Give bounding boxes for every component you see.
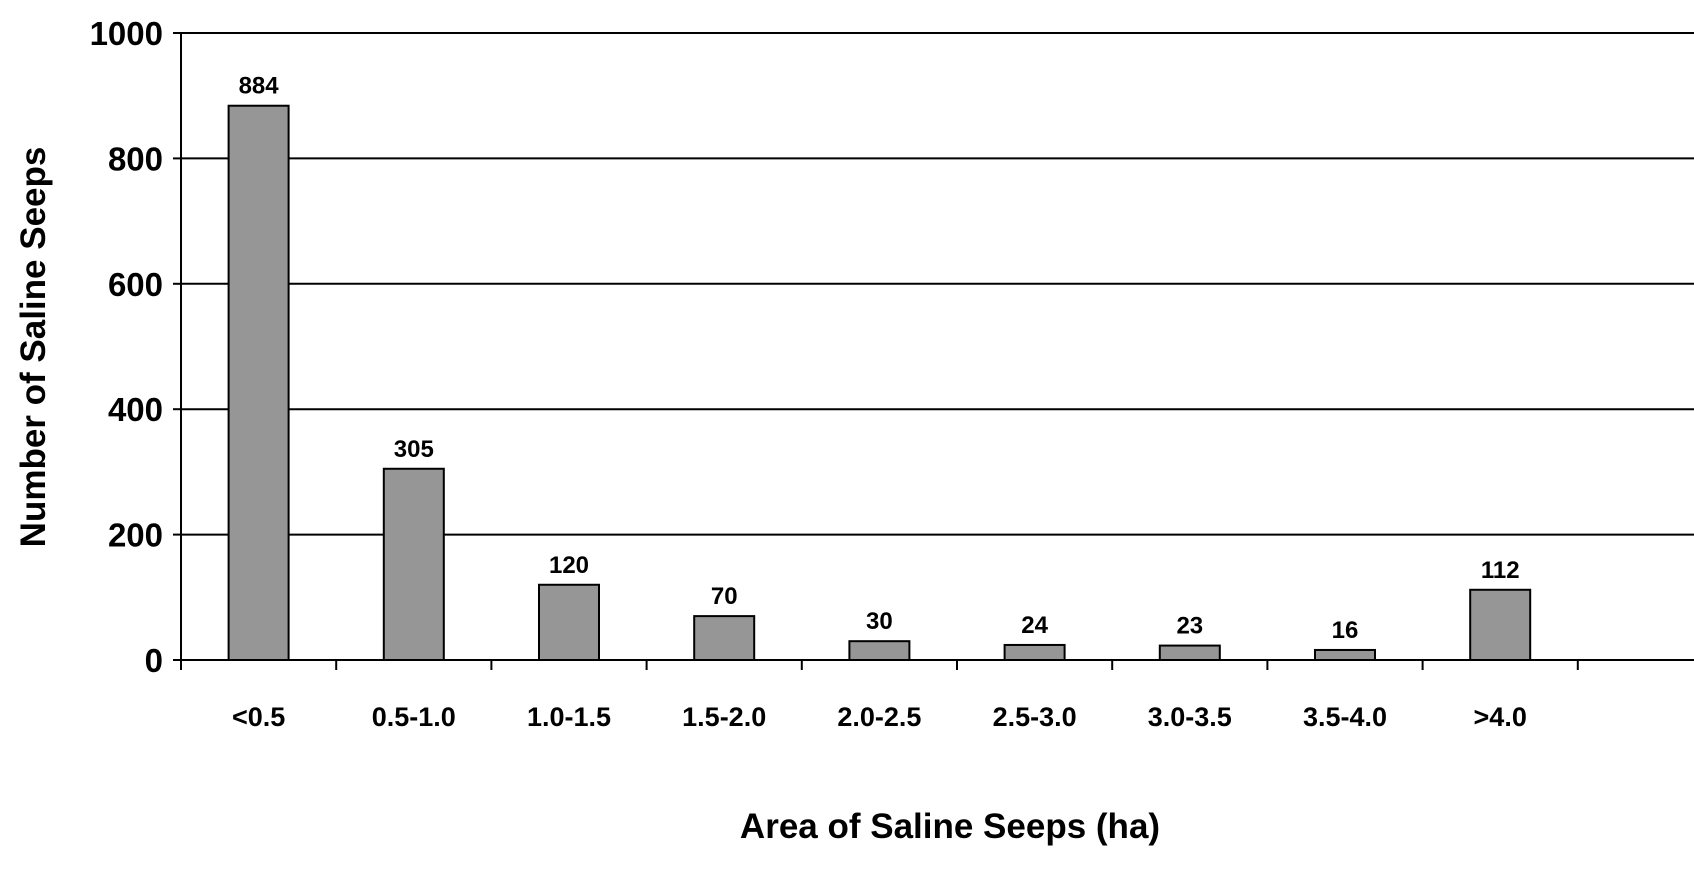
data-label: 305: [394, 436, 434, 463]
x-tick-label: >4.0: [1474, 702, 1527, 732]
bar: [1003, 643, 1066, 662]
y-tick-label: 800: [108, 140, 163, 177]
bar: [538, 583, 600, 662]
data-label: 70: [711, 583, 738, 610]
bar: [693, 615, 756, 661]
y-tick-label: 200: [108, 517, 163, 554]
x-tick-label: 2.0-2.5: [837, 702, 921, 732]
data-label: 23: [1176, 613, 1203, 640]
bars: [227, 104, 1532, 662]
data-label: 24: [1021, 612, 1048, 639]
bar: [1469, 588, 1532, 661]
x-tick-label: 2.5-3.0: [993, 702, 1077, 732]
x-tick-label: <0.5: [232, 702, 285, 732]
data-label: 112: [1481, 557, 1520, 584]
x-tick-label: 0.5-1.0: [372, 702, 456, 732]
labels: 0 200 400 600 800 1000 884 <0.5 305 0.5-1.0 120 1.0…: [90, 15, 1527, 732]
x-axis-title: Area of Saline Seeps (ha): [740, 807, 1160, 846]
x-tick-label: 1.5-2.0: [682, 702, 766, 732]
x-tick-label: 3.0-3.5: [1148, 702, 1232, 732]
y-tick-label: 400: [108, 391, 163, 428]
y-tick-label: 0: [145, 642, 163, 679]
x-tick-label: 1.0-1.5: [527, 702, 611, 732]
x-tick-label: 3.5-4.0: [1303, 702, 1387, 732]
bar: [227, 104, 290, 662]
y-tick-label: 600: [108, 266, 163, 303]
data-label: 120: [549, 552, 589, 579]
data-label: 16: [1332, 617, 1359, 644]
bar: [1158, 644, 1221, 661]
y-axis-title: Number of Saline Seeps: [14, 147, 53, 548]
data-label: 884: [239, 73, 280, 100]
axes: [173, 32, 1694, 670]
bar: [1314, 648, 1376, 662]
gridlines: [181, 32, 1694, 536]
data-label: 30: [866, 608, 893, 635]
bar: [848, 640, 911, 662]
bar: [382, 467, 445, 662]
y-tick-label: 1000: [90, 15, 163, 52]
